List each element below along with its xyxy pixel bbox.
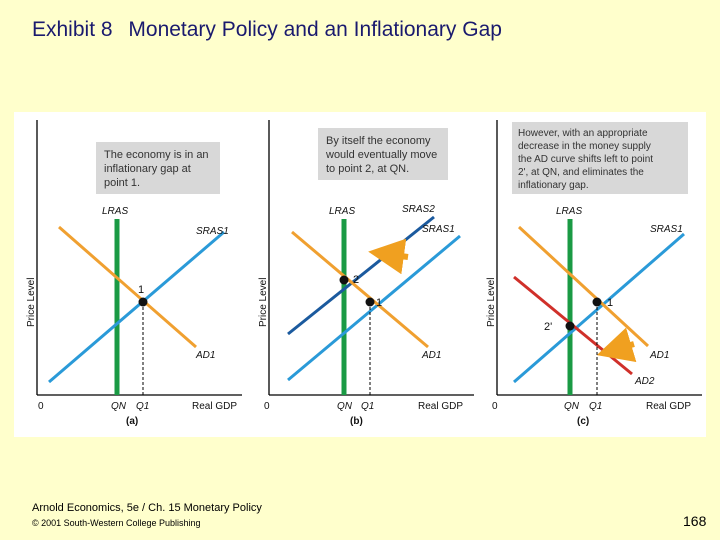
panel-a-y-axis-label: Price Level	[26, 278, 37, 327]
panel-b-ad-label: AD1	[421, 350, 441, 361]
panel-a-origin: 0	[38, 401, 44, 412]
panel-b-point-2	[339, 275, 349, 285]
panel-a-point-1	[138, 297, 148, 307]
panel-c-origin: 0	[492, 401, 498, 412]
panel-c-x-tick-q1: Q1	[589, 401, 602, 412]
panel-c-point-2prime	[565, 321, 575, 331]
panel-c-note-box	[512, 122, 688, 194]
panel-c-shift-arrow	[596, 327, 637, 363]
panel-c-ad-line	[517, 225, 650, 348]
panel-c-x-axis-label: Real GDP	[646, 401, 691, 412]
panel-a-sras-label: SRAS1	[196, 226, 229, 237]
panel-a-note-line-3: point 1.	[104, 177, 140, 189]
panel-b-point-1-label: 1	[376, 297, 382, 309]
panel-b-x-tick-q1: Q1	[361, 401, 374, 412]
panel-c-caption: (c)	[577, 416, 589, 427]
panel-c: However, with an appropriate decrease in…	[486, 120, 702, 427]
panel-a-note-box	[96, 142, 220, 194]
panel-a-point-1-label: 1	[138, 284, 144, 296]
slide-title: Exhibit 8 Monetary Policy and an Inflati…	[32, 18, 502, 42]
panel-a-note-line-2: inflationary gap at	[104, 163, 191, 175]
panel-c-point-1	[592, 297, 602, 307]
panel-c-point-2prime-label: 2'	[544, 321, 552, 333]
footer-source: Arnold Economics, 5e / Ch. 15 Monetary P…	[32, 502, 262, 514]
panel-a-lras-label: LRAS	[102, 206, 128, 217]
panel-c-x-tick-qn: QN	[564, 401, 580, 412]
panel-b-ad-line	[291, 230, 429, 349]
panel-a-x-axis-label: Real GDP	[192, 401, 237, 412]
figure-panels: The economy is in an inflationary gap at…	[14, 112, 706, 437]
panel-b-sras-label: SRAS1	[422, 224, 455, 235]
page-number: 168	[683, 513, 707, 529]
panel-c-ad2-label: AD2	[634, 376, 655, 387]
panel-c-note-line-5: inflationary gap.	[518, 180, 589, 191]
panel-b-point-2-label: 2	[353, 274, 359, 286]
panel-b-note-line-2: would eventually move	[325, 149, 437, 161]
panel-a-sras-line	[48, 230, 225, 384]
panel-a-ad-line	[58, 225, 197, 349]
exhibit-label: Exhibit 8	[32, 18, 113, 41]
panel-c-y-axis-label: Price Level	[486, 278, 497, 327]
footer-copyright: © 2001 South-Western College Publishing	[32, 518, 201, 528]
panel-b-note-line-1: By itself the economy	[326, 135, 431, 147]
panel-b-x-tick-qn: QN	[337, 401, 353, 412]
panel-b-point-1	[365, 297, 375, 307]
panel-b-x-axis-label: Real GDP	[418, 401, 463, 412]
panel-a-ad-label: AD1	[195, 350, 215, 361]
panel-b: By itself the economy would eventually m…	[258, 120, 474, 427]
panel-a-x-tick-qn: QN	[111, 401, 127, 412]
panel-b-sras2-label: SRAS2	[402, 204, 435, 215]
panel-a-caption: (a)	[126, 416, 138, 427]
panel-c-sras-label: SRAS1	[650, 224, 683, 235]
panel-b-note-box	[318, 128, 448, 180]
panel-b-caption: (b)	[350, 416, 363, 427]
title-text: Monetary Policy and an Inflationary Gap	[128, 18, 502, 41]
panel-c-ad-label: AD1	[649, 350, 669, 361]
panel-a: The economy is in an inflationary gap at…	[26, 120, 242, 427]
panel-c-note-line-2: decrease in the money supply	[518, 141, 651, 152]
panel-b-y-axis-label: Price Level	[258, 278, 269, 327]
panel-c-point-1-label: 1	[607, 297, 613, 309]
panel-b-sras2-line	[287, 215, 435, 336]
panel-c-note-line-1: However, with an appropriate	[518, 128, 648, 139]
panel-b-note-line-3: to point 2, at QN.	[326, 163, 409, 175]
panel-b-lras-label: LRAS	[329, 206, 355, 217]
panel-c-lras-label: LRAS	[556, 206, 582, 217]
panel-b-shift-arrow	[368, 238, 409, 275]
panel-c-note-line-3: the AD curve shifts left to point	[518, 154, 653, 165]
panel-a-note-line-1: The economy is in an	[104, 149, 209, 161]
panel-b-sras-line	[287, 234, 461, 382]
panel-a-x-tick-q1: Q1	[136, 401, 149, 412]
diagram-svg: The economy is in an inflationary gap at…	[26, 120, 702, 427]
panel-c-sras-line	[513, 232, 685, 384]
panel-b-origin: 0	[264, 401, 270, 412]
panel-c-note-line-4: 2', at QN, and eliminates the	[518, 167, 644, 178]
